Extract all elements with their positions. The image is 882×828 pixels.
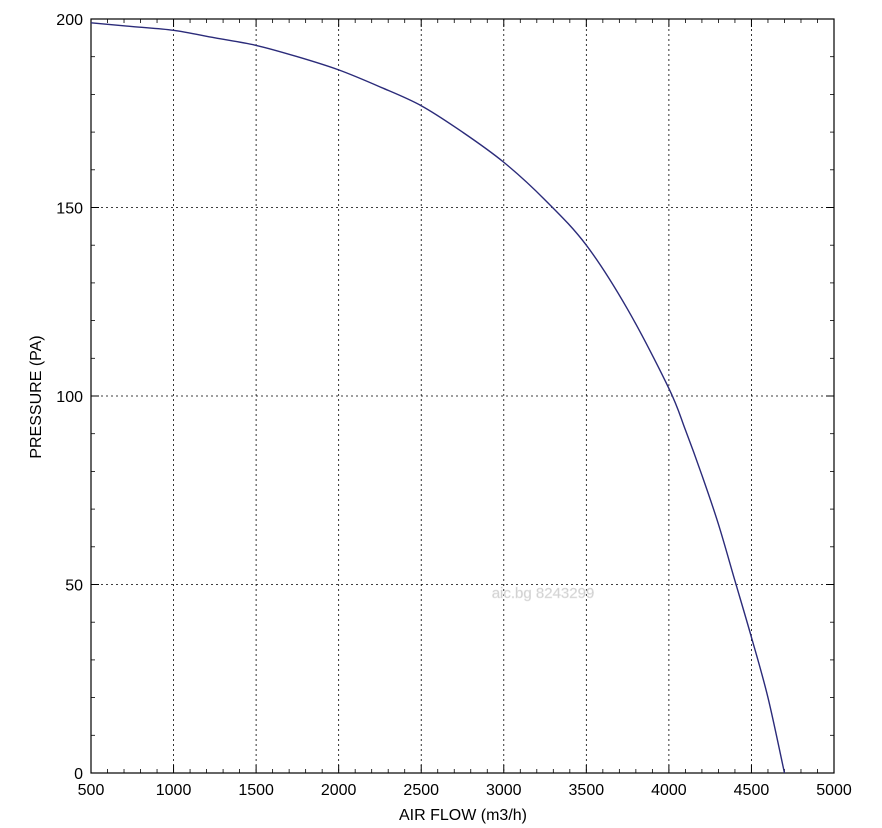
y-tick-label: 200 <box>56 12 83 29</box>
x-tick-label: 2500 <box>403 782 439 799</box>
x-tick-label: 1500 <box>238 782 274 799</box>
x-axis-title: AIR FLOW (m3/h) <box>399 807 527 824</box>
axis-ticks <box>90 18 835 774</box>
y-tick-label: 100 <box>56 389 83 406</box>
x-tick-label: 5000 <box>816 782 852 799</box>
y-axis-tick-labels: 0 50 100 150 200 <box>56 12 83 783</box>
x-tick-label: 2000 <box>321 782 357 799</box>
watermark-text: aic.bg 8243299 <box>492 585 595 602</box>
x-axis-tick-labels: 500 1000 1500 2000 2500 3000 3500 4000 4500 5000 <box>78 782 852 799</box>
x-tick-label: 500 <box>78 782 105 799</box>
y-axis-title: PRESSURE (PA) <box>28 335 45 458</box>
y-tick-label: 0 <box>74 766 83 783</box>
grid-lines <box>91 19 834 773</box>
fan-curve-line <box>90 22 786 774</box>
y-tick-label: 150 <box>56 201 83 218</box>
y-tick-label: 50 <box>65 578 83 595</box>
x-tick-label: 3000 <box>486 782 522 799</box>
x-tick-label: 3500 <box>569 782 605 799</box>
x-tick-label: 4000 <box>651 782 687 799</box>
x-tick-label: 1000 <box>156 782 192 799</box>
x-tick-label: 4500 <box>734 782 770 799</box>
